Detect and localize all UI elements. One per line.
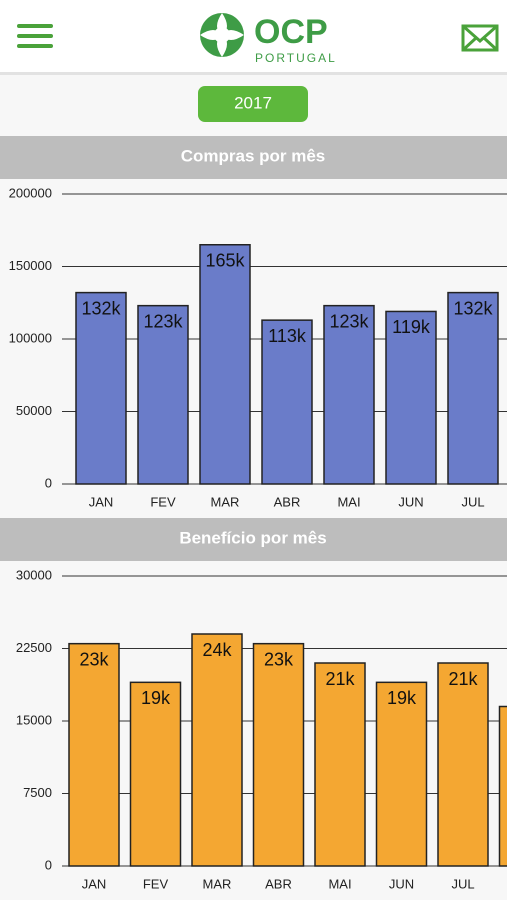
value-label: 19k — [141, 688, 171, 708]
mail-icon — [461, 24, 499, 52]
x-tick-label: ABR — [265, 876, 292, 891]
value-label: 123k — [329, 311, 369, 331]
x-tick-label: MAR — [203, 876, 232, 891]
value-label: 21k — [448, 669, 478, 689]
y-tick-label: 30000 — [16, 567, 52, 582]
value-label: 23k — [79, 649, 109, 669]
menu-button[interactable] — [17, 24, 53, 48]
x-tick-label: JUL — [461, 494, 484, 509]
bar — [68, 642, 120, 867]
x-tick-label: ABR — [274, 494, 301, 509]
bar — [252, 642, 305, 867]
mail-icon-flap — [461, 24, 499, 52]
value-label: 132k — [81, 298, 121, 318]
year-button[interactable]: 2017 — [198, 86, 308, 122]
bar — [314, 662, 366, 867]
bar — [385, 310, 437, 485]
value-label: 132k — [453, 298, 493, 318]
y-tick-label: 50000 — [16, 403, 52, 418]
top-bar — [0, 0, 507, 72]
x-tick-label: JUN — [389, 876, 414, 891]
bar — [191, 633, 243, 867]
value-label: 24k — [202, 640, 232, 660]
x-tick-label: MAR — [211, 494, 240, 509]
bar — [447, 291, 499, 485]
brand-sub: PORTUGAL — [255, 51, 337, 65]
y-tick-label: 0 — [45, 475, 52, 490]
y-tick-label: 0 — [45, 857, 52, 872]
x-tick-label: FEV — [150, 494, 176, 509]
bar — [261, 319, 313, 485]
bar — [199, 244, 251, 485]
menu-line — [17, 44, 53, 48]
mail-button[interactable] — [461, 24, 499, 52]
y-tick-label: 7500 — [23, 785, 52, 800]
section-title: Benefício por mês — [179, 528, 326, 547]
x-tick-label: JUL — [451, 876, 474, 891]
x-tick-label: JUN — [398, 494, 423, 509]
y-tick-label: 200000 — [9, 185, 52, 200]
value-label: 21k — [325, 669, 355, 689]
x-tick-label: MAI — [328, 876, 351, 891]
bar — [129, 681, 182, 867]
section-header — [0, 518, 507, 561]
menu-line — [17, 34, 53, 38]
section-title: Compras por mês — [181, 146, 326, 165]
menu-line — [17, 24, 53, 28]
brand: OCP — [254, 13, 328, 51]
bar — [375, 681, 428, 867]
y-tick-label: 150000 — [9, 258, 52, 273]
year-button-bg — [198, 86, 308, 122]
value-label: 123k — [143, 311, 183, 331]
logo: OCP PORTUGAL — [200, 13, 337, 65]
x-tick-label: JAN — [82, 876, 107, 891]
value-label: 19k — [387, 688, 417, 708]
y-tick-label: 100000 — [9, 330, 52, 345]
bar — [498, 705, 507, 867]
value-label: 113k — [268, 326, 307, 346]
y-tick-label: 22500 — [16, 640, 52, 655]
y-tick-label: 15000 — [16, 712, 52, 727]
x-tick-label: JAN — [89, 494, 114, 509]
bar — [75, 291, 127, 485]
year-label: 2017 — [234, 93, 272, 112]
value-label: 165k — [205, 251, 245, 271]
bar — [137, 304, 189, 485]
logo-petals — [200, 13, 244, 57]
value-label: 119k — [392, 317, 431, 337]
x-tick-label: MAI — [337, 494, 360, 509]
bar — [323, 304, 375, 485]
value-label: 23k — [264, 649, 294, 669]
section-header — [0, 136, 507, 179]
bar — [437, 662, 489, 867]
x-tick-label: FEV — [143, 876, 169, 891]
top-bar-shadow — [0, 72, 507, 75]
